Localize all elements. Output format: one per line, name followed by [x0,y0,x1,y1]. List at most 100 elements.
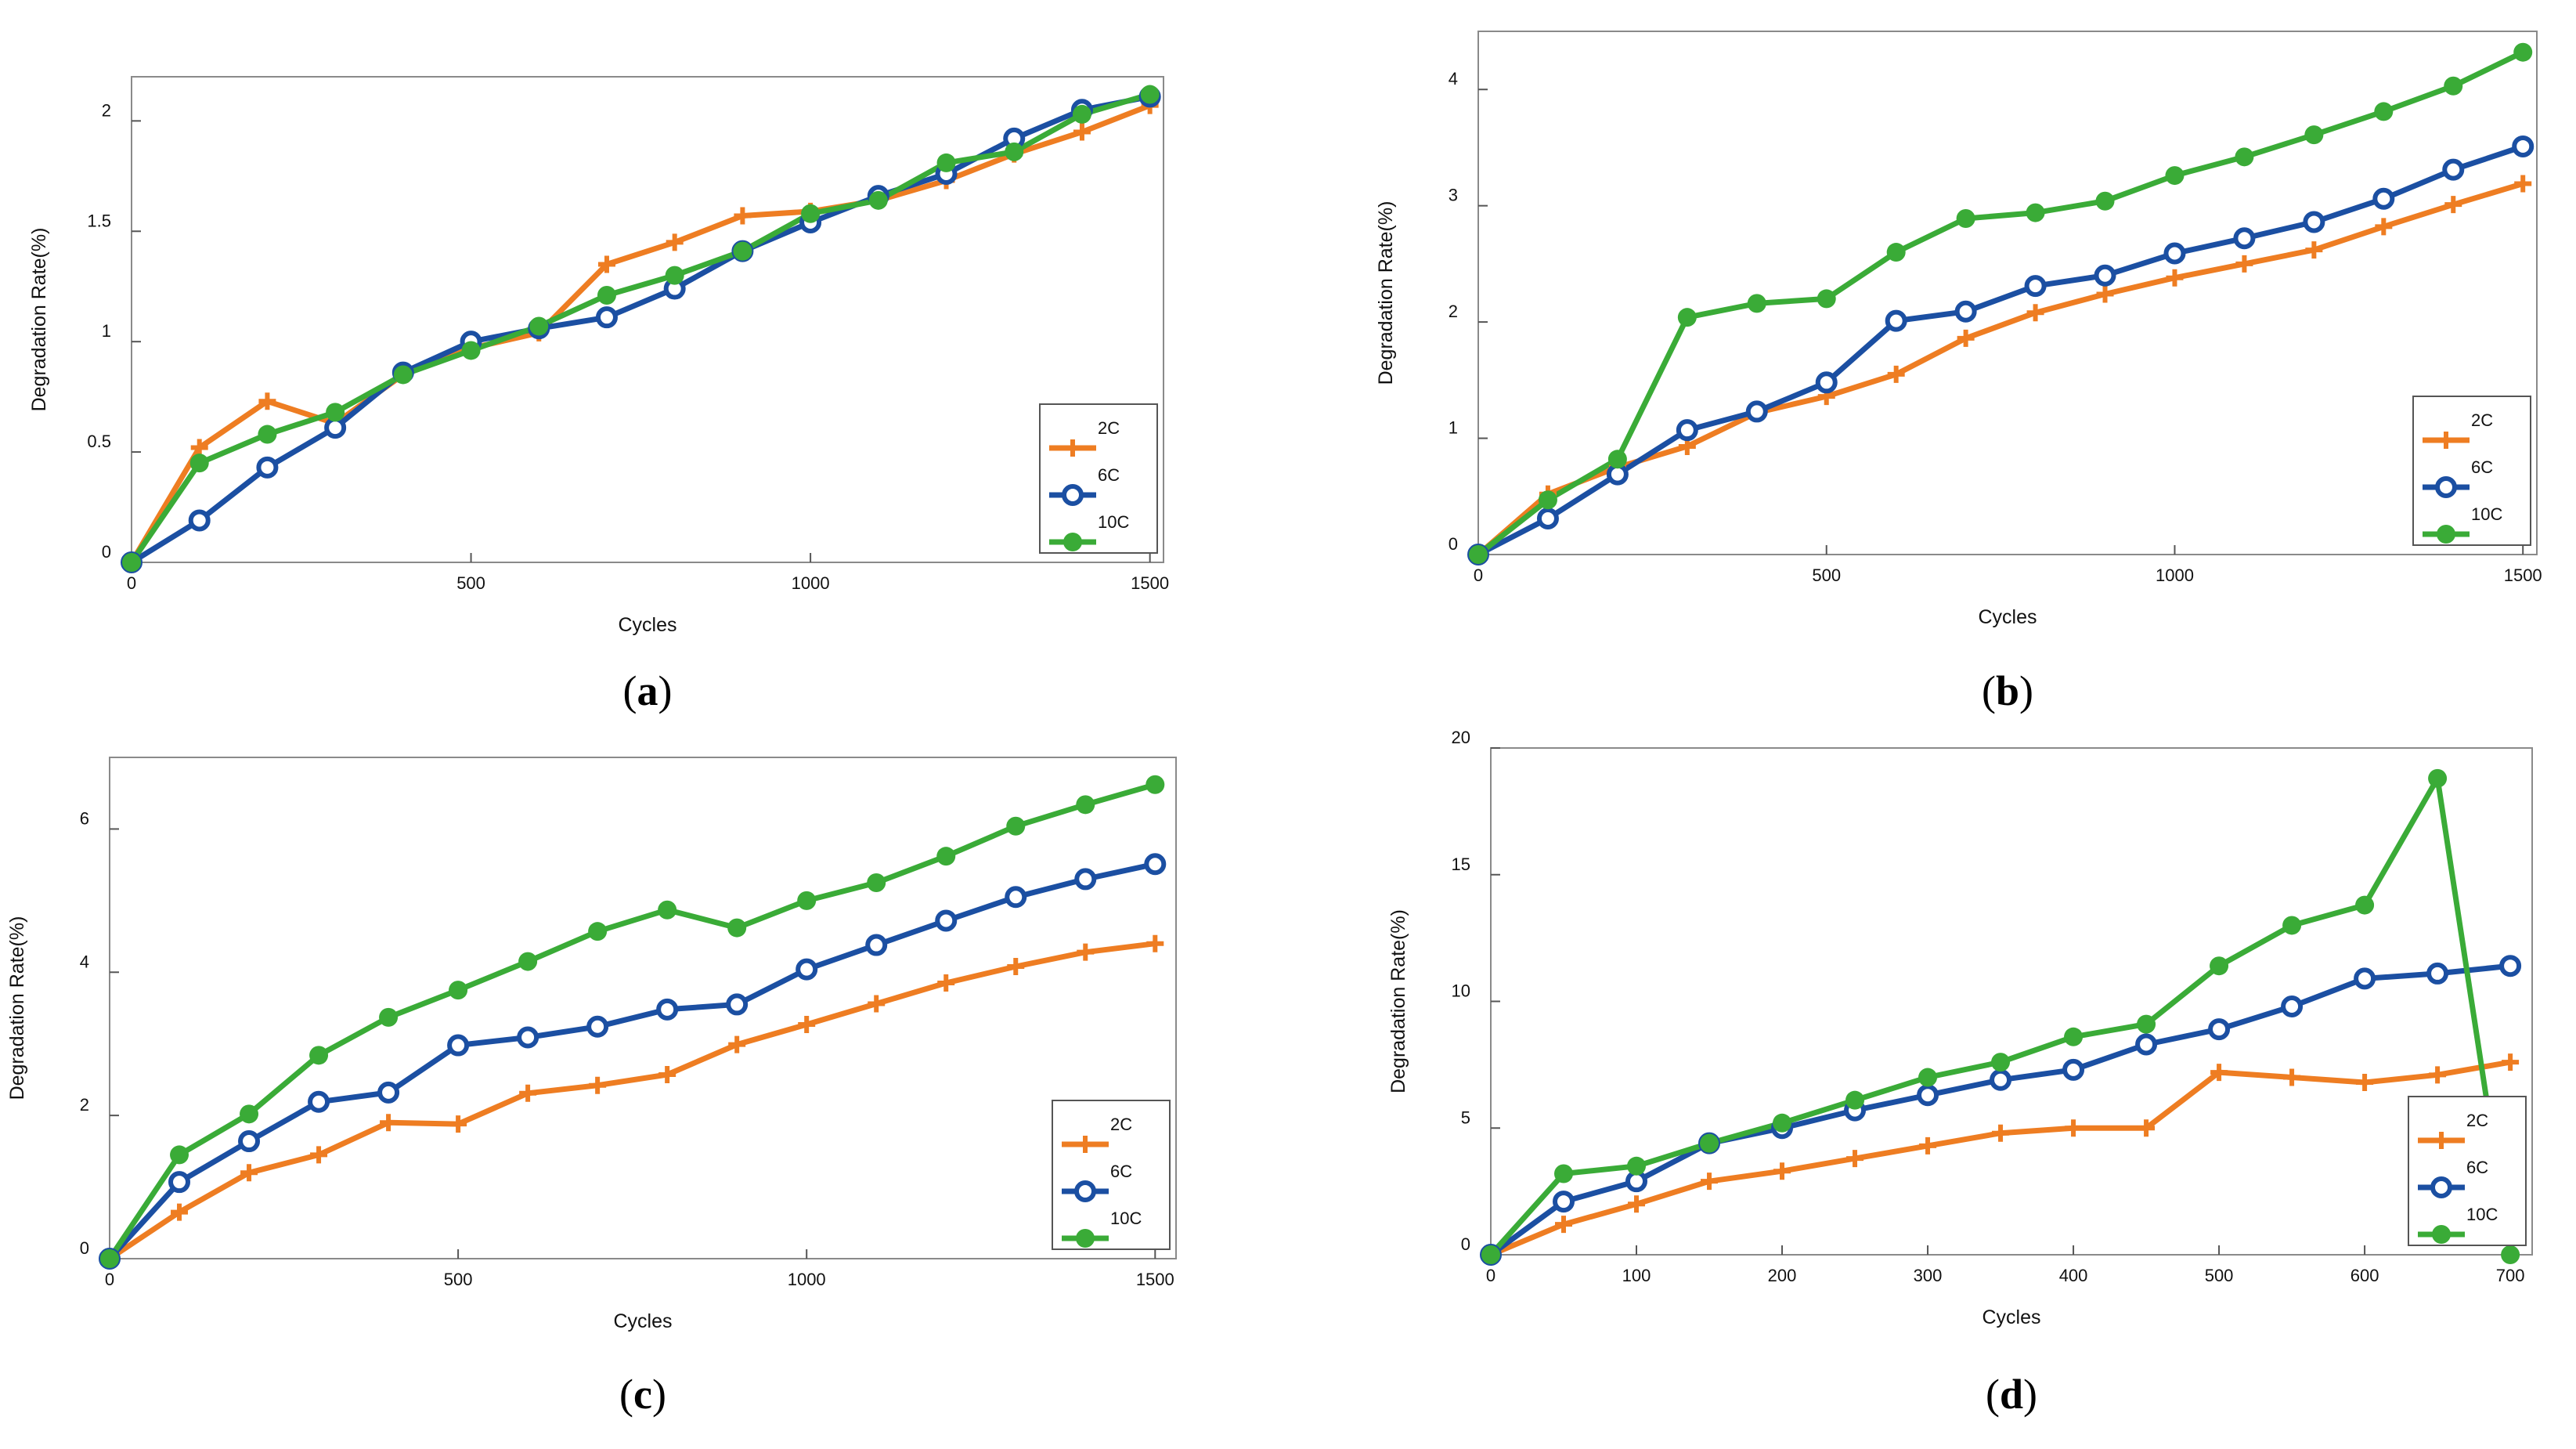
data-point-2C [1846,1150,1864,1168]
panel-caption: (d) [1986,1371,2037,1418]
data-point-10C [665,266,684,285]
data-point-6C [2442,158,2465,181]
x-tick-label: 500 [2205,1266,2234,1285]
data-point-10C [936,847,956,866]
x-tick-label: 600 [2351,1266,2379,1285]
legend-box [2408,1096,2527,1246]
y-tick-label: 0.5 [87,432,111,451]
legend-label-10C: 10C [2471,504,2502,524]
legend-marker-2C [2433,1132,2450,1149]
data-point-10C [1991,1053,2011,1072]
x-axis-title: Cycles [1982,1306,2040,1328]
data-point-6C [2094,264,2116,287]
data-point-2C [868,995,886,1013]
data-point-10C [2355,895,2375,915]
data-point-2C [1555,1216,1573,1234]
x-tick-label: 0 [105,1270,114,1289]
data-point-6C [2233,227,2256,250]
series-line-6C [1477,143,2524,558]
data-point-10C [2304,125,2324,145]
x-tick-label: 400 [2059,1266,2088,1285]
legend-label-6C: 6C [2471,457,2493,477]
data-point-10C [2428,768,2448,788]
data-point-2C [1773,1162,1791,1180]
legend-label-2C: 2C [2471,410,2493,430]
x-tick-label: 700 [2496,1266,2525,1285]
series-line-10C [107,782,1156,1260]
data-point-10C [1956,208,1975,228]
data-point-2C [380,1114,398,1132]
panel-caption: (b) [1982,667,2033,714]
data-point-2C [171,1203,189,1221]
data-point-10C [326,403,345,422]
x-tick-label: 0 [1474,566,1483,585]
series-line-2C [128,103,1151,564]
y-axis-title: Degradation Rate(%) [6,916,28,1100]
data-point-2C [519,1084,537,1102]
y-tick-label: 0 [1461,1234,1470,1254]
data-point-6C [238,1130,261,1153]
data-point-6C [2281,995,2304,1017]
data-point-10C [2374,102,2394,121]
y-tick-label: 10 [1452,981,1470,1001]
data-point-2C [2283,1068,2301,1086]
data-point-10C [461,341,481,360]
chart-panel-d: 0 100 200 300 400 500 600 700 0 5 10 15 20 Cycles Degr… [1387,728,2533,1418]
data-point-6C [2426,962,2449,985]
data-point-10C [2165,166,2185,186]
data-point-10C [1076,795,1095,815]
x-tick-label: 500 [1812,566,1841,585]
legend-label-2C: 2C [2466,1111,2488,1130]
data-point-10C [727,918,747,938]
data-point-10C [1140,85,1160,104]
legend-marker-10C [1076,1229,1095,1248]
data-point-10C [797,891,817,910]
y-axis-title: Degradation Rate(%) [1375,201,1397,385]
data-point-2C [1887,365,1905,383]
data-point-10C [867,873,886,892]
data-point-6C [2354,967,2376,990]
data-point-6C [308,1090,330,1113]
y-tick-label: 0 [1449,534,1458,554]
data-point-2C [734,207,752,225]
data-point-10C [2235,147,2254,167]
data-point-2C [449,1115,467,1133]
x-tick-label: 500 [456,573,485,593]
data-point-6C [2303,211,2325,233]
legend-marker-10C [2432,1225,2451,1244]
data-point-10C [1918,1068,1938,1087]
data-point-10C [189,453,209,473]
data-point-10C [2064,1027,2084,1046]
data-point-6C [1536,507,1559,529]
x-tick-label: 500 [444,1270,473,1289]
data-point-10C [1554,1164,1574,1183]
y-tick-label: 4 [1449,69,1458,89]
data-point-10C [1005,142,1024,161]
data-point-2C [2210,1064,2228,1082]
data-point-6C [1676,419,1698,442]
data-point-10C [588,922,608,941]
data-point-6C [1954,300,1977,323]
data-point-10C [936,153,956,172]
data-point-10C [2501,1245,2520,1264]
legend-marker-10C [1063,533,1082,551]
y-tick-label: 2 [1449,302,1458,321]
x-axis-title: Cycles [613,1310,672,1332]
data-point-10C [801,204,821,223]
data-point-2C [728,1035,746,1053]
data-point-6C [1005,886,1027,909]
data-point-2C [2026,304,2044,322]
data-point-2C [1919,1136,1937,1155]
data-point-10C [1627,1156,1647,1176]
data-point-2C [937,974,955,992]
data-point-2C [2514,175,2532,193]
data-point-2C [658,1066,676,1084]
data-point-10C [1845,1090,1865,1110]
data-point-10C [1773,1113,1792,1133]
data-point-10C [2137,1014,2156,1034]
legend-box [1052,1100,1171,1250]
data-point-2C [1628,1195,1646,1213]
data-point-6C [1745,400,1768,423]
legend-marker-6C [1074,1180,1096,1202]
y-tick-label: 15 [1452,855,1470,874]
